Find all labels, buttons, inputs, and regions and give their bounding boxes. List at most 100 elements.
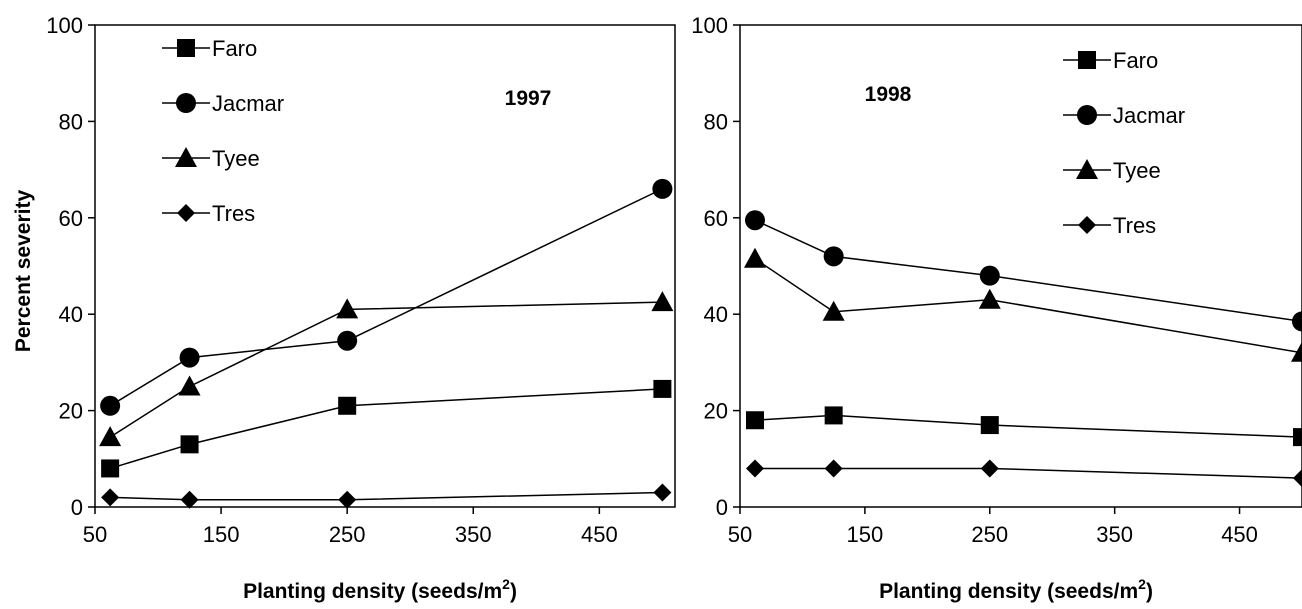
y-tick-label: 60 bbox=[704, 206, 728, 231]
data-point bbox=[1293, 469, 1302, 488]
series-line bbox=[754, 258, 1302, 354]
legend-label: Faro bbox=[1113, 48, 1158, 73]
data-point bbox=[823, 246, 844, 267]
legend-marker bbox=[1078, 51, 1096, 69]
y-axis-title: Percent severity bbox=[12, 190, 35, 353]
legend-label: Jacmar bbox=[212, 91, 284, 116]
legend-label: Tyee bbox=[212, 146, 260, 171]
data-point bbox=[179, 347, 200, 368]
data-point bbox=[980, 459, 999, 478]
x-tick-label: 350 bbox=[455, 522, 492, 547]
legend-label: Tyee bbox=[1113, 158, 1161, 183]
data-point bbox=[338, 490, 357, 509]
chart-panel-1998: 0 20 40 60 80 100 50 150 250 350 450 Planting densi… bbox=[691, 13, 1302, 603]
series-line bbox=[109, 188, 663, 407]
data-point bbox=[1293, 428, 1302, 447]
chart-panel-1997: 0 20 40 60 80 100 50 150 250 350 450 Planting densi… bbox=[12, 13, 676, 603]
y-tick-label: 80 bbox=[704, 109, 728, 134]
legend-item-tres: Tres bbox=[1063, 213, 1156, 238]
legend-marker bbox=[177, 204, 195, 222]
x-axis-title: Planting density (seeds/m2) bbox=[879, 576, 1153, 603]
data-point bbox=[653, 483, 672, 502]
data-point bbox=[1292, 311, 1302, 332]
data-point bbox=[745, 411, 764, 430]
legend-label: Jacmar bbox=[1113, 103, 1185, 128]
legend-item-faro: Faro bbox=[162, 36, 257, 61]
series-faro bbox=[101, 379, 672, 478]
legend-item-tyee: Tyee bbox=[1063, 158, 1161, 183]
x-axis-title: Planting density (seeds/m2) bbox=[243, 576, 517, 603]
legend-label: Faro bbox=[212, 36, 257, 61]
legend-item-tres: Tres bbox=[162, 201, 255, 226]
x-tick-label: 150 bbox=[203, 522, 240, 547]
series-line bbox=[109, 301, 663, 438]
x-tick-label: 50 bbox=[83, 522, 107, 547]
y-tick-label: 40 bbox=[704, 302, 728, 327]
data-point bbox=[745, 459, 764, 478]
x-tick-label: 250 bbox=[971, 522, 1008, 547]
legend-label: Tres bbox=[212, 201, 255, 226]
series-tyee bbox=[99, 291, 674, 447]
legend-marker bbox=[1076, 159, 1098, 179]
data-point bbox=[178, 375, 201, 396]
legend: Faro Jacmar Tyee Tres bbox=[162, 36, 284, 226]
data-point bbox=[1291, 341, 1302, 362]
data-point bbox=[743, 247, 766, 268]
y-tick-label: 60 bbox=[59, 206, 83, 231]
plot-area bbox=[739, 24, 1302, 508]
data-point bbox=[824, 406, 843, 425]
series-line bbox=[109, 388, 663, 470]
series-jacmar bbox=[744, 210, 1302, 332]
legend-marker bbox=[175, 147, 197, 167]
data-point bbox=[180, 490, 199, 509]
y-tick-label: 0 bbox=[716, 495, 728, 520]
data-point bbox=[824, 459, 843, 478]
series-jacmar bbox=[100, 178, 673, 416]
legend-marker bbox=[1077, 105, 1097, 125]
data-point bbox=[338, 396, 357, 415]
x-tick-label: 450 bbox=[1221, 522, 1258, 547]
series-line bbox=[110, 491, 663, 501]
data-point bbox=[744, 210, 765, 231]
year-annotation: 1998 bbox=[865, 83, 912, 106]
y-tick-label: 0 bbox=[71, 495, 83, 520]
series-line bbox=[754, 219, 1302, 323]
legend-label: Tres bbox=[1113, 213, 1156, 238]
data-point bbox=[336, 298, 359, 319]
data-point bbox=[101, 488, 120, 507]
series-tres bbox=[101, 483, 672, 509]
data-point bbox=[180, 435, 199, 454]
data-point bbox=[978, 288, 1001, 309]
legend-item-tyee: Tyee bbox=[162, 146, 260, 171]
year-annotation: 1997 bbox=[505, 87, 552, 110]
data-point bbox=[980, 416, 999, 435]
y-tick-label: 40 bbox=[59, 302, 83, 327]
legend-item-faro: Faro bbox=[1063, 48, 1158, 73]
legend-item-jacmar: Jacmar bbox=[162, 91, 284, 116]
legend-marker bbox=[1078, 216, 1096, 234]
legend-item-jacmar: Jacmar bbox=[1063, 103, 1185, 128]
data-point bbox=[822, 300, 845, 321]
y-tick-label: 100 bbox=[691, 13, 728, 38]
x-tick-label: 150 bbox=[847, 522, 884, 547]
x-tick-label: 350 bbox=[1096, 522, 1133, 547]
plot-area bbox=[94, 24, 676, 508]
y-tick-label: 20 bbox=[59, 399, 83, 424]
data-point bbox=[101, 459, 120, 478]
series-faro bbox=[745, 406, 1302, 447]
data-point bbox=[979, 265, 1000, 286]
legend-marker bbox=[176, 93, 196, 113]
series-line bbox=[754, 414, 1302, 438]
series-line bbox=[754, 467, 1302, 479]
y-tick-label: 20 bbox=[704, 399, 728, 424]
data-point bbox=[337, 330, 358, 351]
data-point bbox=[100, 395, 121, 416]
data-point bbox=[99, 426, 122, 447]
data-point bbox=[652, 178, 673, 199]
data-point bbox=[651, 291, 674, 312]
data-point bbox=[653, 379, 672, 398]
y-tick-label: 80 bbox=[59, 109, 83, 134]
x-tick-label: 450 bbox=[581, 522, 618, 547]
legend: Faro Jacmar Tyee Tres bbox=[1063, 48, 1185, 238]
